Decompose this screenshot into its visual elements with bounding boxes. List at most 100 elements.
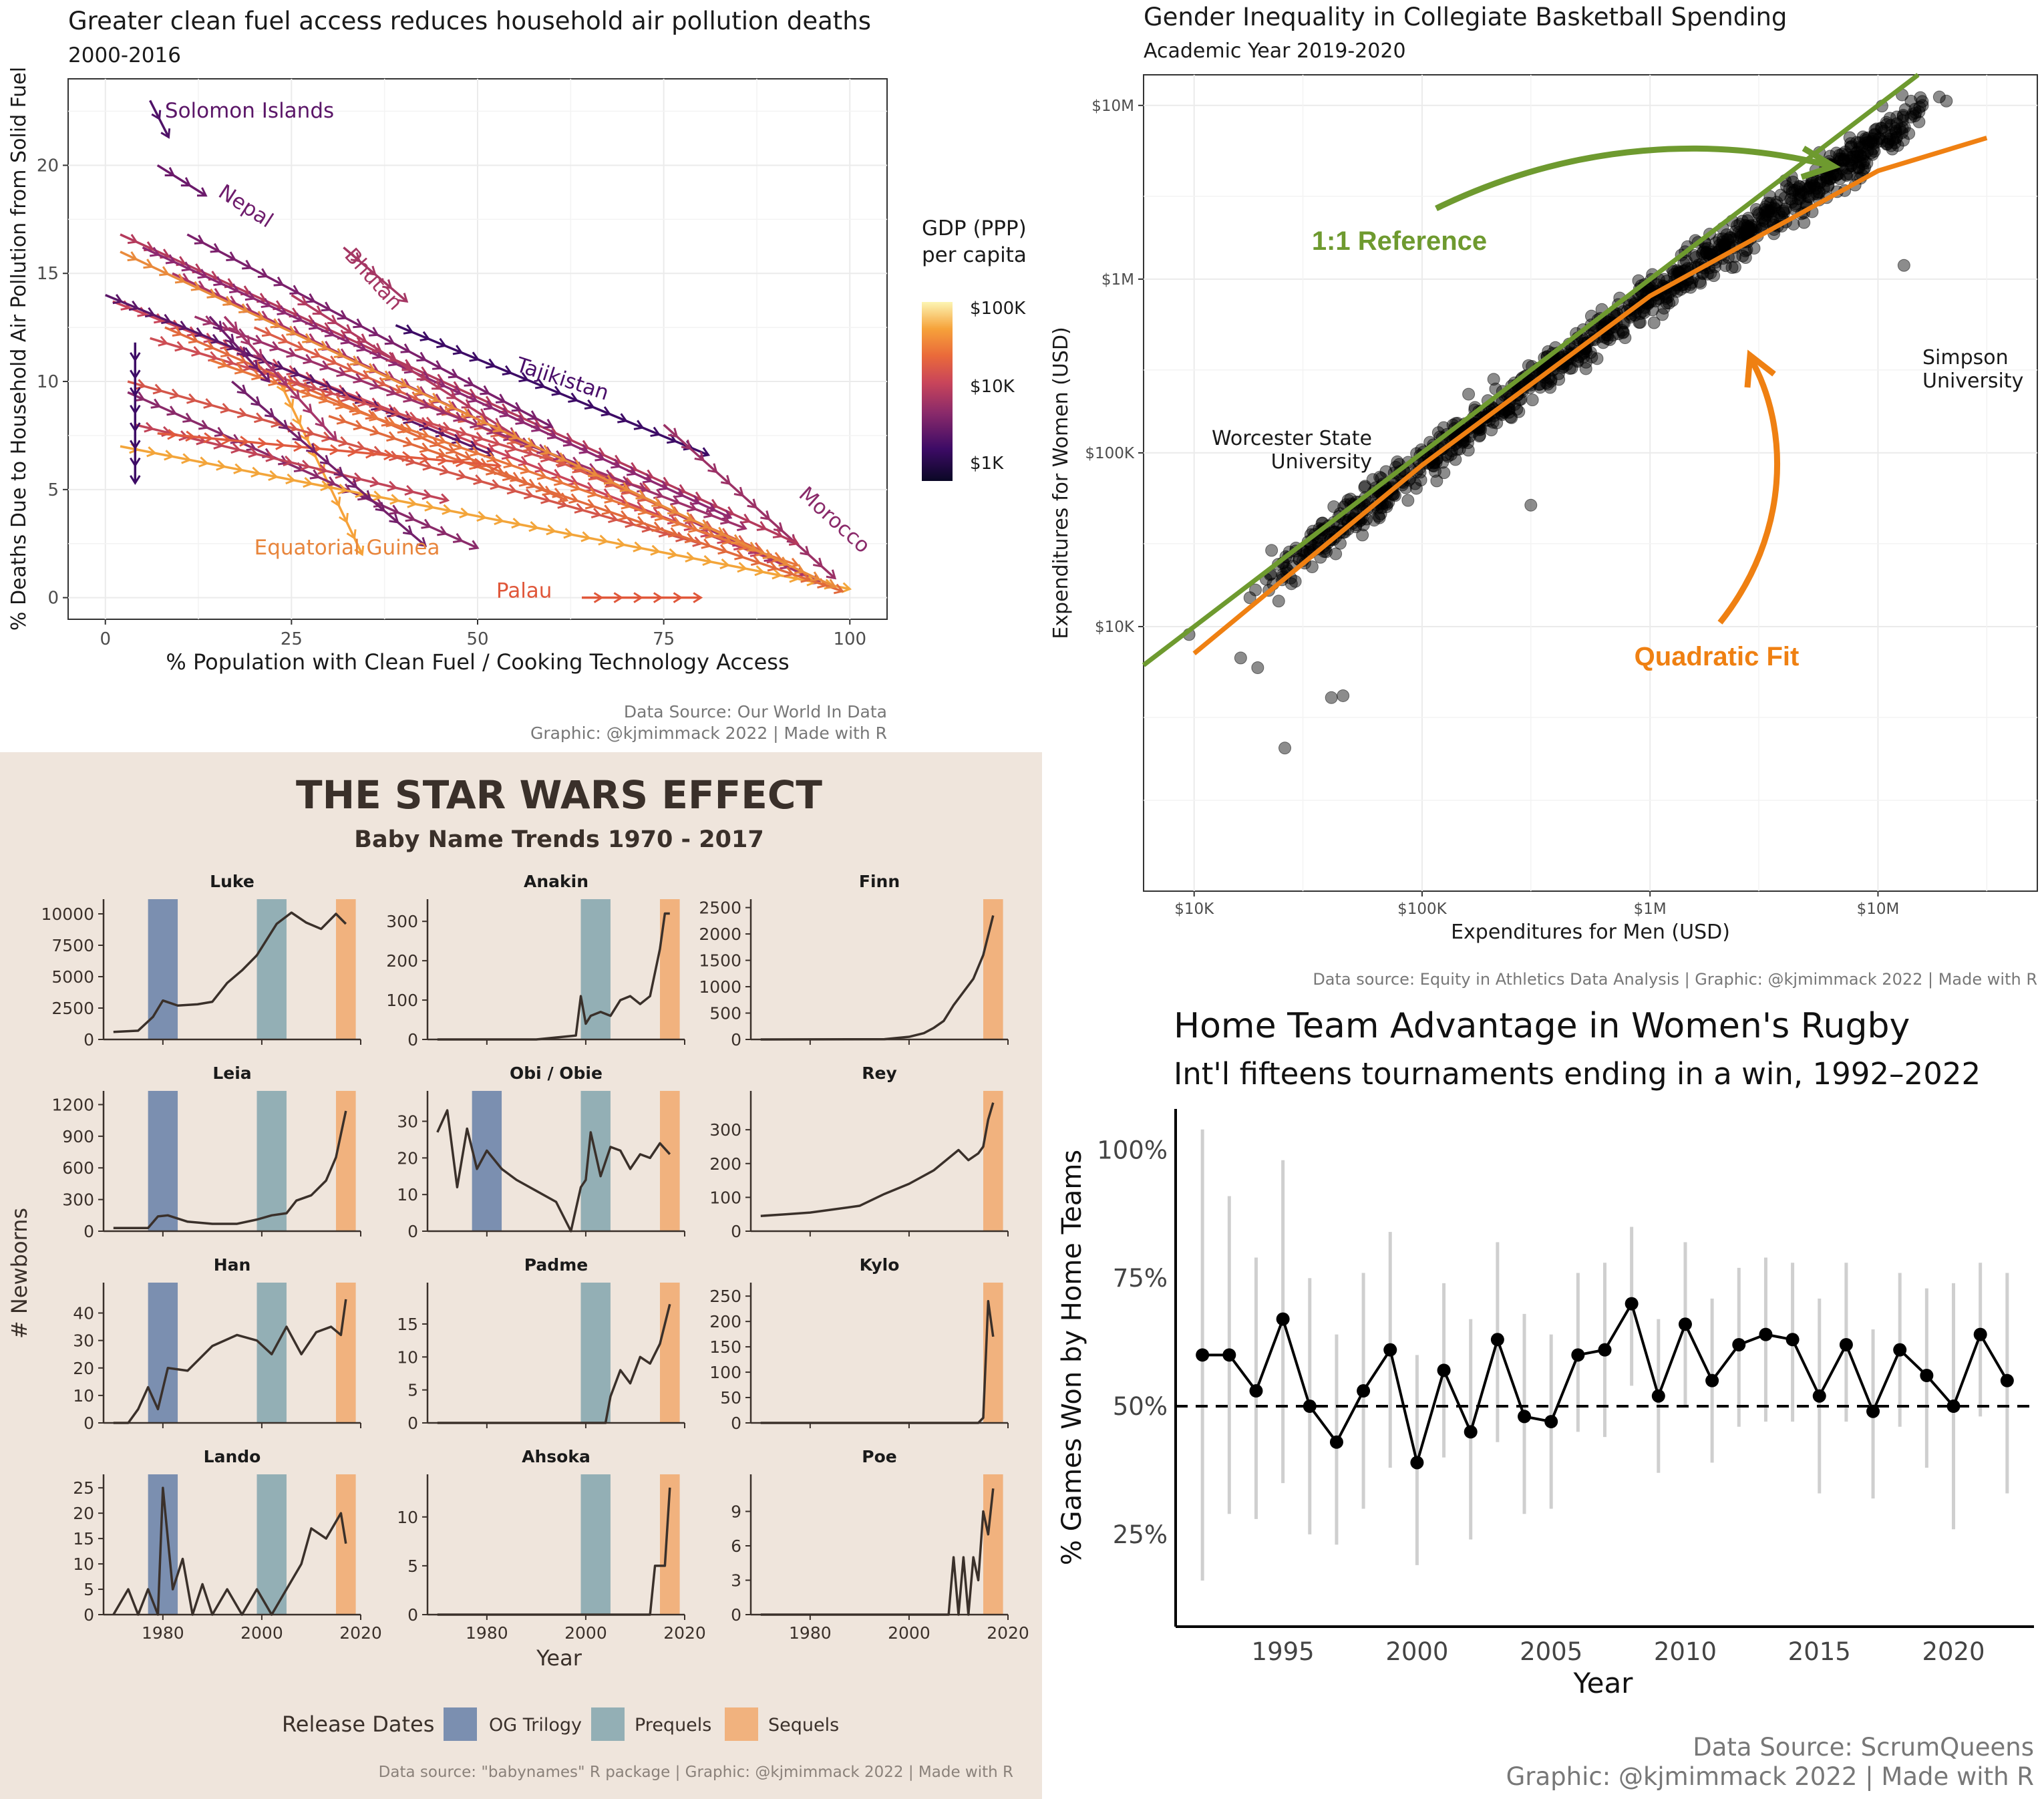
fuel-arrowhead [112, 293, 124, 305]
college-point [1243, 591, 1256, 605]
clean-fuel-title: Greater clean fuel access reduces househ… [68, 7, 871, 35]
fuel-arrowhead [209, 333, 220, 345]
fuel-arrowhead [290, 367, 301, 378]
fuel-arrowhead [534, 462, 546, 473]
fuel-arrowhead [474, 432, 485, 443]
facet-y-tick-label: 10 [397, 1508, 418, 1527]
fuel-arrowhead [421, 518, 432, 529]
fuel-arrowhead [518, 456, 529, 466]
college-point [1794, 188, 1808, 202]
college-point [1755, 218, 1769, 231]
fuel-arrowhead [152, 383, 164, 395]
rugby-year-point [1196, 1348, 1210, 1362]
fuel-arrowhead [470, 446, 480, 457]
facet-ahsoka: Ahsoka 0 5 10 1980 2000 2020 [397, 1447, 706, 1643]
fuel-arrowhead [625, 517, 636, 528]
fuel-arrowhead [366, 265, 377, 276]
basketball-caption: Data source: Equity in Athletics Data An… [1313, 970, 2037, 989]
facet-y-tick-label: 200 [386, 951, 418, 971]
rugby-year-point [1276, 1312, 1290, 1326]
fuel-trajectory-line [157, 432, 500, 467]
fuel-arrowhead [694, 451, 705, 462]
rugby-year-point [1651, 1389, 1665, 1403]
country-label: Solomon Islands [165, 99, 334, 123]
fuel-arrowhead [301, 387, 313, 398]
fuel-arrowhead [685, 551, 695, 563]
fuel-arrowhead [144, 422, 155, 433]
rugby-year-point [1383, 1343, 1397, 1357]
fuel-arrowhead [651, 496, 662, 507]
fuel-arrowhead [670, 495, 681, 506]
fuel-arrowhead [355, 441, 366, 452]
fuel-arrowhead [403, 392, 414, 403]
fuel-arrowhead [274, 371, 285, 382]
name-trend-line [760, 1488, 995, 1616]
fuel-arrowhead [594, 451, 606, 462]
fuel-arrowhead [551, 385, 562, 396]
college-point [1279, 742, 1292, 755]
fuel-arrowhead [144, 307, 156, 318]
college-point [1728, 261, 1741, 274]
fuel-arrowhead [225, 340, 236, 351]
fuel-arrowhead [483, 400, 494, 411]
release-band [580, 899, 611, 1039]
fuel-arrowhead [329, 444, 340, 456]
facet-x-tick-label: 2000 [564, 1623, 607, 1643]
facet-y-tick-label: 300 [386, 912, 418, 931]
star-wars-y-label: # Newborns [7, 1208, 32, 1339]
clean-fuel-y-label: % Deaths Due to Household Air Pollution … [7, 67, 31, 631]
facet-y-tick-label: 300 [709, 1120, 741, 1140]
fuel-arrowhead [343, 362, 354, 373]
fuel-arrowhead [369, 379, 381, 390]
fuel-arrowhead [387, 480, 398, 492]
facet-y-tick-label: 0 [83, 1414, 94, 1433]
fuel-arrowhead [456, 470, 467, 480]
x-tick-label: 0 [100, 629, 111, 649]
fuel-arrowhead [527, 410, 538, 420]
fuel-arrowhead [833, 583, 844, 595]
fuel-arrowhead [341, 391, 352, 402]
college-point [1806, 176, 1819, 190]
rugby-year-point [1490, 1333, 1504, 1347]
rugby-x-tick-label: 1995 [1252, 1637, 1315, 1666]
facet-y-tick-label: 0 [731, 1030, 741, 1049]
fuel-arrowhead [269, 341, 281, 351]
fuel-arrowhead [327, 315, 338, 325]
fuel-trajectory-line [209, 359, 798, 566]
fuel-arrowhead [224, 333, 235, 344]
fuel-arrowhead [531, 422, 542, 432]
fuel-arrowhead [134, 391, 146, 402]
fuel-arrowhead [511, 517, 522, 529]
gdp-legend-1k: $1K [970, 454, 1004, 474]
fuel-arrowhead [291, 376, 302, 387]
college-point [1741, 214, 1754, 227]
star-wars-subtitle: Baby Name Trends 1970 - 2017 [354, 826, 763, 853]
x-tick-label: 100 [833, 629, 866, 649]
fuel-arrowhead [688, 522, 699, 533]
fuel-arrowhead [424, 500, 435, 512]
fuel-arrowhead [520, 464, 531, 474]
fuel-arrowhead [667, 527, 679, 538]
facet-y-tick-label: 50 [720, 1388, 741, 1408]
release-band [659, 1283, 680, 1423]
facet-y-tick-label: 900 [62, 1127, 94, 1146]
facet-y-tick-label: 20 [73, 1359, 94, 1378]
fuel-arrowhead [653, 592, 663, 603]
fuel-arrowhead [540, 444, 551, 455]
fuel-arrowhead [416, 536, 428, 547]
fuel-arrowhead [170, 319, 181, 331]
fuel-arrowhead [490, 479, 501, 490]
facet-y-tick-label: 10 [73, 1555, 94, 1574]
fuel-arrowhead [542, 485, 553, 496]
facet-x-tick-label: 1980 [466, 1623, 508, 1643]
fuel-arrowhead [165, 254, 176, 265]
fuel-arrowhead [365, 448, 376, 459]
fuel-arrowhead [419, 420, 430, 431]
facet-y-tick-label: 600 [62, 1158, 94, 1178]
fuel-arrowhead [611, 458, 621, 469]
x-tick-label: 50 [466, 629, 488, 649]
fuel-arrowhead [588, 467, 599, 478]
fuel-arrowhead [387, 352, 397, 362]
fuel-arrowhead [340, 334, 351, 345]
college-point [1337, 689, 1350, 702]
